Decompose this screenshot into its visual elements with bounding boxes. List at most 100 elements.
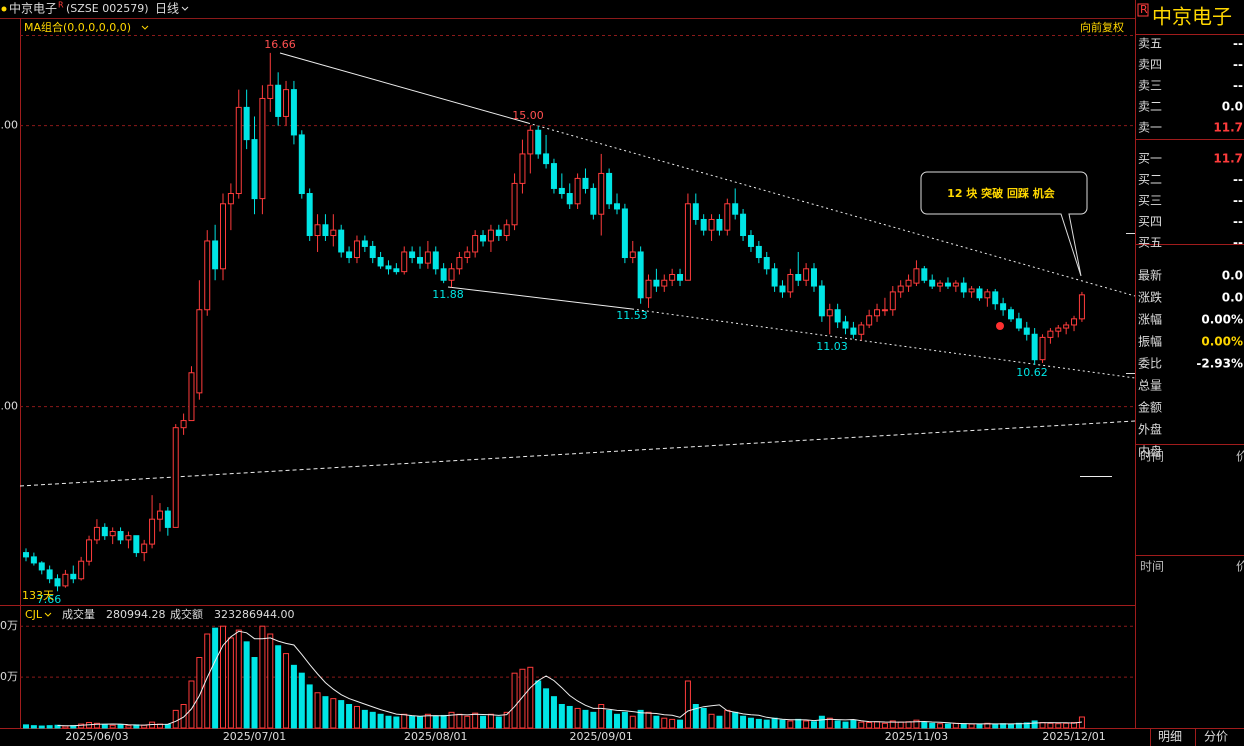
candle-body <box>424 251 431 264</box>
price-header: 价 <box>1236 450 1244 464</box>
row-value: 0.00% <box>1201 335 1243 349</box>
volume-bar <box>550 696 557 729</box>
candle-body <box>227 193 234 205</box>
candle-body <box>929 279 936 287</box>
candle-body <box>834 309 841 323</box>
volume-bar <box>235 629 242 729</box>
candle-body <box>866 315 873 326</box>
volume-bar <box>290 664 297 729</box>
row-value: 0.0 <box>1222 291 1243 305</box>
candle-body <box>1031 333 1038 361</box>
row-label: 买五 <box>1138 236 1162 250</box>
volume-bar <box>740 715 747 729</box>
amount-value: 323286944.00 <box>214 608 294 621</box>
volume-bar <box>976 723 983 729</box>
period[interactable]: 日线 <box>155 2 179 16</box>
volume-indicator[interactable]: CJL <box>25 608 43 621</box>
x-tick-label: 2025/11/03 <box>885 730 948 743</box>
row-value: -2.93% <box>1196 357 1243 371</box>
candle-body <box>740 213 747 237</box>
y-tick-label: 260万 <box>0 619 18 632</box>
volume-bar <box>755 718 762 729</box>
volume-bar <box>929 722 936 729</box>
candle-body <box>54 578 61 587</box>
candle-body <box>212 240 219 270</box>
candle-body <box>109 531 116 537</box>
candle-body <box>550 163 557 189</box>
candle-body <box>881 309 888 312</box>
row-label: 委比 <box>1138 357 1162 371</box>
volume-bar <box>1071 722 1078 729</box>
candle-body <box>763 257 770 270</box>
candle-body <box>803 268 810 281</box>
time-header: 时间 <box>1140 560 1164 574</box>
dropdown-arrow[interactable] <box>141 25 149 30</box>
tab[interactable]: 分价 <box>1204 730 1228 744</box>
volume-bar <box>558 704 565 729</box>
volume-bar <box>621 711 628 729</box>
row-value: 0.00% <box>1201 313 1243 327</box>
volume-bar <box>46 725 53 729</box>
candle-body <box>149 518 156 545</box>
candle-body <box>582 177 589 189</box>
candle-body <box>70 573 77 580</box>
volume-bar <box>417 716 423 729</box>
candle-body <box>93 526 100 541</box>
row-label: 振幅 <box>1138 334 1162 349</box>
volume-bar <box>897 721 904 729</box>
candle-body <box>574 177 581 205</box>
row-label: 卖一 <box>1138 121 1162 135</box>
volume-bar <box>850 719 857 729</box>
volume-bar <box>637 709 644 729</box>
volume-bar <box>747 717 754 729</box>
volume-bar <box>377 713 384 729</box>
candle-body <box>527 129 534 155</box>
dropdown-arrow[interactable] <box>44 612 52 617</box>
volume-bar <box>109 724 116 729</box>
candle-body <box>1015 318 1022 329</box>
tab[interactable]: 明细 <box>1158 730 1182 744</box>
amount-label: 成交额 <box>170 607 203 621</box>
candle-body <box>937 282 944 287</box>
candle-body <box>156 510 163 520</box>
candle-body <box>984 291 991 299</box>
volume-bar <box>180 704 187 729</box>
volume-bar <box>614 713 620 729</box>
price-label: 11.53 <box>616 309 648 322</box>
volume-bar <box>322 696 329 729</box>
volume-bar <box>732 711 739 729</box>
volume-bar <box>905 721 912 729</box>
volume-bar <box>803 720 810 729</box>
row-value: -- <box>1233 194 1243 208</box>
candle-body <box>897 285 904 293</box>
candle-body <box>495 229 502 237</box>
signal-dot <box>996 322 1004 330</box>
candle-body <box>38 562 45 571</box>
volume-bar <box>992 723 999 729</box>
indicator[interactable]: MA组合(0,0,0,0,0,0) <box>24 20 131 34</box>
volume-bar <box>487 713 494 729</box>
price-header: 价 <box>1236 560 1244 574</box>
candle-body <box>251 139 258 200</box>
candle-body <box>220 203 226 270</box>
volume-bar <box>566 705 573 729</box>
dropdown-arrow[interactable] <box>181 6 189 11</box>
volume-bar <box>227 637 234 729</box>
candle-body <box>637 251 644 299</box>
candle-body <box>519 153 526 184</box>
side-stock-name: 中京电子 <box>1152 5 1232 29</box>
candle-body <box>188 372 195 422</box>
volume-bar <box>881 722 888 729</box>
candle-body <box>598 172 605 215</box>
adjust-mode[interactable]: 向前复权 <box>1080 20 1124 34</box>
volume-label: 成交量 <box>62 607 95 621</box>
candle-body <box>976 288 983 299</box>
candle-body <box>330 229 337 237</box>
volume-bar <box>448 711 455 729</box>
candle-body <box>393 268 400 273</box>
candle-body <box>692 203 699 220</box>
volume-bar <box>842 721 849 729</box>
volume-bar <box>661 717 668 729</box>
row-value: -- <box>1233 58 1243 72</box>
volume-bar <box>472 712 479 729</box>
